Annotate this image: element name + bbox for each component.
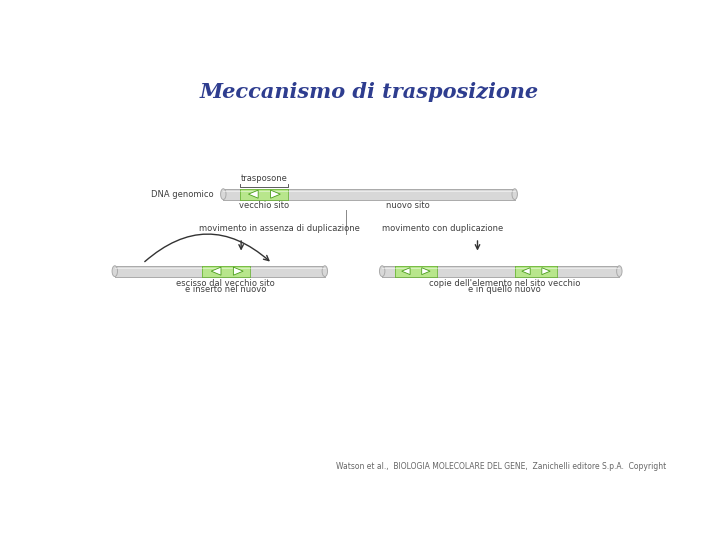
- Polygon shape: [211, 267, 221, 275]
- Polygon shape: [402, 268, 410, 275]
- Text: escisso dal vecchio sito: escisso dal vecchio sito: [176, 279, 275, 288]
- Bar: [114, 266, 325, 276]
- Bar: [223, 189, 515, 200]
- Polygon shape: [233, 267, 243, 275]
- Text: Meccanismo di trasposizione: Meccanismo di trasposizione: [199, 82, 539, 102]
- Text: vecchio sito: vecchio sito: [239, 201, 289, 210]
- Ellipse shape: [616, 266, 622, 276]
- Bar: [240, 189, 289, 200]
- Text: e inserto nel nuovo: e inserto nel nuovo: [185, 285, 266, 294]
- Polygon shape: [248, 190, 258, 198]
- Bar: [515, 266, 557, 276]
- Text: e in quello nuovo: e in quello nuovo: [468, 285, 541, 294]
- Text: movimento con duplicazione: movimento con duplicazione: [382, 225, 503, 233]
- Polygon shape: [271, 190, 280, 198]
- Polygon shape: [422, 268, 430, 275]
- Ellipse shape: [112, 266, 117, 276]
- FancyArrowPatch shape: [145, 234, 269, 261]
- Text: Watson et al.,  BIOLOGIA MOLECOLARE DEL GENE,  Zanichelli editore S.p.A.  Copyri: Watson et al., BIOLOGIA MOLECOLARE DEL G…: [336, 462, 666, 471]
- Text: trasposone: trasposone: [241, 174, 288, 183]
- Text: copie dell'elemento nel sito vecchio: copie dell'elemento nel sito vecchio: [429, 279, 580, 288]
- Ellipse shape: [220, 189, 226, 200]
- Bar: [202, 266, 251, 276]
- Polygon shape: [522, 268, 530, 275]
- Text: movimento in assenza di duplicazione: movimento in assenza di duplicazione: [199, 225, 360, 233]
- Polygon shape: [542, 268, 550, 275]
- Text: DNA genomico: DNA genomico: [151, 190, 214, 199]
- Text: nuovo sito: nuovo sito: [386, 201, 430, 210]
- Bar: [382, 266, 619, 276]
- Ellipse shape: [379, 266, 385, 276]
- Bar: [395, 266, 437, 276]
- Ellipse shape: [322, 266, 328, 276]
- Ellipse shape: [512, 189, 518, 200]
